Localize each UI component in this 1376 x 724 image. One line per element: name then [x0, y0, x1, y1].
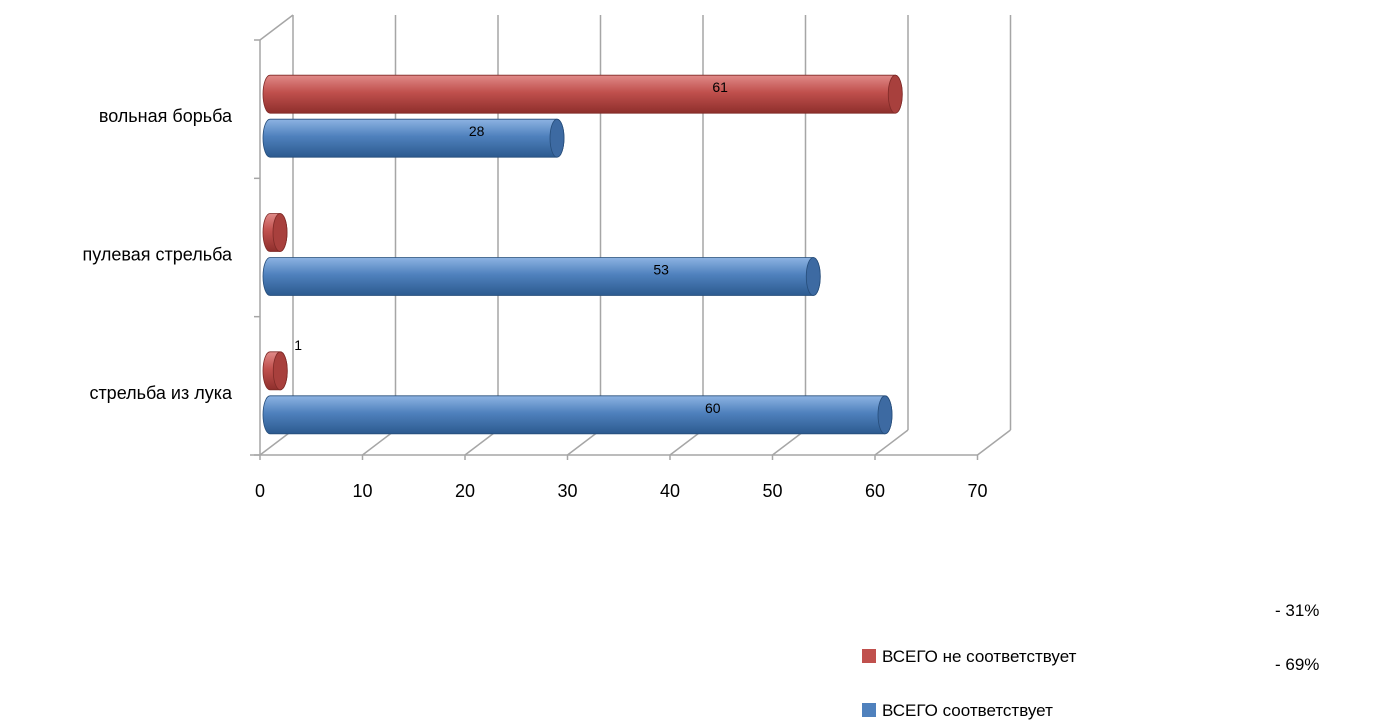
data-label: 60 [705, 400, 721, 416]
data-label: 61 [712, 79, 728, 95]
labels: 0 10 20 30 40 50 60 70 вольная борьба 61 28 пулевая… [83, 79, 988, 501]
bar-matching [262, 257, 821, 296]
x-tick-label: 20 [455, 481, 475, 501]
bar-cap [272, 351, 288, 391]
x-tick-label: 30 [557, 481, 577, 501]
bar-cap [805, 257, 821, 296]
x-tick-label: 50 [762, 481, 782, 501]
legend-swatch-red [862, 649, 876, 663]
bar-cap [887, 74, 903, 114]
category-label: вольная борьба [99, 106, 233, 126]
bar-not-matching [262, 74, 903, 114]
legend: ВСЕГО не соответствует - 31% ВСЕГО соотв… [862, 601, 1319, 720]
data-label: 1 [294, 337, 302, 353]
data-label: 28 [469, 123, 485, 139]
x-tick-label: 60 [865, 481, 885, 501]
floor-line [977, 429, 1011, 456]
bar-cap [877, 395, 893, 435]
bars [262, 74, 903, 435]
legend-note-69: - 69% [1275, 655, 1319, 674]
category-label: пулевая стрельба [83, 245, 233, 265]
bar-cap [272, 213, 288, 252]
floor-line [874, 429, 909, 456]
legend-label-not-matching: ВСЕГО не соответствует [882, 647, 1077, 666]
x-tick-label: 40 [660, 481, 680, 501]
legend-swatch-blue [862, 703, 876, 717]
bar-cap [549, 118, 565, 158]
top-edge-line [259, 14, 294, 41]
data-label: 53 [653, 262, 669, 278]
x-tick-label: 10 [352, 481, 372, 501]
category-label: стрельба из лука [89, 383, 233, 403]
x-tick-label: 70 [967, 481, 987, 501]
legend-note-31: - 31% [1275, 601, 1319, 620]
x-tick-label: 0 [255, 481, 265, 501]
bar-matching [262, 118, 565, 158]
legend-label-matching: ВСЕГО соответствует [882, 701, 1053, 720]
bar-matching [262, 395, 893, 435]
